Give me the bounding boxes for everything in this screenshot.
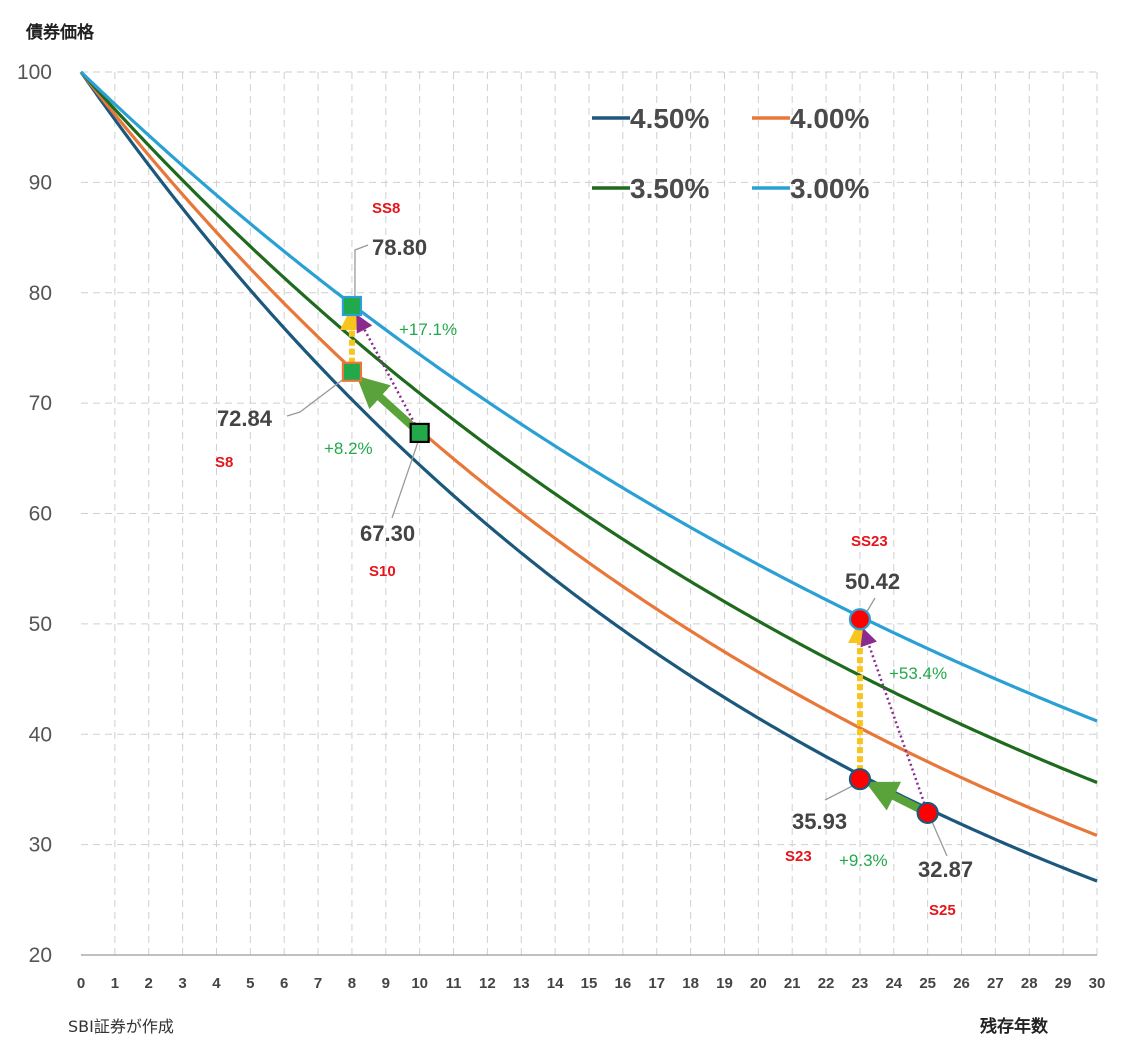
marker-circle bbox=[848, 608, 872, 631]
value-label: 35.93 bbox=[792, 809, 847, 834]
percent-change-label: +9.3% bbox=[839, 851, 888, 870]
x-tick-label: 25 bbox=[919, 975, 936, 992]
x-tick-label: 21 bbox=[784, 975, 801, 992]
marker-circle bbox=[916, 801, 939, 825]
x-tick-label: 0 bbox=[77, 975, 85, 992]
purple-dotted-arrow bbox=[356, 314, 421, 434]
marker-square bbox=[409, 422, 430, 444]
x-tick-label: 12 bbox=[479, 975, 496, 992]
x-tick-label: 27 bbox=[987, 975, 1004, 992]
legend-label: 3.50% bbox=[630, 173, 709, 204]
x-tick-label: 16 bbox=[615, 975, 632, 992]
purple-dotted-arrow bbox=[860, 627, 929, 814]
x-tick-label: 28 bbox=[1021, 975, 1038, 992]
leader-line bbox=[931, 820, 948, 857]
x-tick-label: 29 bbox=[1055, 975, 1072, 992]
x-tick-label: 20 bbox=[750, 975, 767, 992]
y-tick-label: 80 bbox=[29, 282, 52, 305]
series-line-3.00% bbox=[79, 70, 1098, 723]
value-label: 67.30 bbox=[360, 521, 415, 546]
x-tick-label: 10 bbox=[411, 975, 428, 992]
series-code-label: S10 bbox=[369, 563, 396, 580]
x-tick-label: 2 bbox=[145, 975, 153, 992]
source-note: SBI証券が作成 bbox=[68, 1017, 174, 1036]
x-tick-label: 26 bbox=[953, 975, 970, 992]
series-code-label: S25 bbox=[929, 902, 956, 919]
y-tick-label: 40 bbox=[29, 723, 52, 746]
x-tick-label: 24 bbox=[885, 975, 902, 992]
series-code-label: SS8 bbox=[372, 200, 400, 217]
x-axis-title: 残存年数 bbox=[980, 1017, 1048, 1037]
x-tick-label: 9 bbox=[382, 975, 390, 992]
leader-line bbox=[391, 442, 419, 519]
value-label: 50.42 bbox=[845, 569, 900, 594]
legend-label: 3.00% bbox=[790, 173, 869, 204]
x-tick-label: 7 bbox=[314, 975, 322, 992]
value-label: 32.87 bbox=[918, 857, 973, 882]
y-axis-title: 債券価格 bbox=[26, 23, 94, 43]
y-tick-label: 50 bbox=[29, 613, 52, 636]
leader-line bbox=[354, 244, 369, 300]
leader-line bbox=[286, 375, 349, 417]
value-label: 78.80 bbox=[372, 235, 427, 260]
marker-square bbox=[341, 295, 363, 317]
x-tick-label: 5 bbox=[246, 975, 254, 992]
x-tick-label: 1 bbox=[111, 975, 119, 992]
percent-change-label: +8.2% bbox=[324, 439, 373, 458]
x-tick-label: 15 bbox=[581, 975, 598, 992]
x-tick-label: 19 bbox=[716, 975, 733, 992]
y-tick-label: 60 bbox=[29, 503, 52, 526]
y-tick-label: 30 bbox=[29, 834, 52, 857]
x-tick-label: 22 bbox=[818, 975, 835, 992]
legend-label: 4.50% bbox=[630, 103, 709, 134]
percent-change-label: +53.4% bbox=[889, 664, 947, 683]
percent-change-label: +17.1% bbox=[399, 320, 457, 339]
marker-circle bbox=[848, 768, 872, 791]
y-tick-label: 70 bbox=[29, 392, 52, 415]
x-tick-label: 6 bbox=[280, 975, 288, 992]
leader-line bbox=[824, 784, 855, 801]
legend-label: 4.00% bbox=[790, 103, 869, 134]
series-code-label: SS23 bbox=[851, 533, 888, 550]
x-tick-label: 8 bbox=[348, 975, 356, 992]
y-tick-label: 90 bbox=[29, 171, 52, 194]
x-tick-label: 4 bbox=[212, 975, 221, 992]
x-tick-label: 17 bbox=[648, 975, 665, 992]
x-tick-label: 18 bbox=[682, 975, 699, 992]
x-tick-label: 23 bbox=[852, 975, 869, 992]
marker-square bbox=[341, 361, 363, 382]
y-tick-label: 100 bbox=[17, 61, 52, 84]
y-tick-label: 20 bbox=[29, 944, 52, 967]
x-tick-label: 11 bbox=[446, 975, 462, 992]
leader-line bbox=[865, 597, 876, 614]
series-code-label: S8 bbox=[215, 454, 233, 471]
value-label: 72.84 bbox=[217, 406, 273, 431]
series-line-4.00% bbox=[79, 71, 1098, 837]
series-line-3.50% bbox=[79, 70, 1098, 784]
series-code-label: S23 bbox=[785, 848, 812, 865]
x-tick-label: 13 bbox=[513, 975, 530, 992]
x-tick-label: 14 bbox=[547, 975, 564, 992]
x-tick-label: 3 bbox=[178, 975, 186, 992]
x-tick-label: 30 bbox=[1089, 975, 1106, 992]
